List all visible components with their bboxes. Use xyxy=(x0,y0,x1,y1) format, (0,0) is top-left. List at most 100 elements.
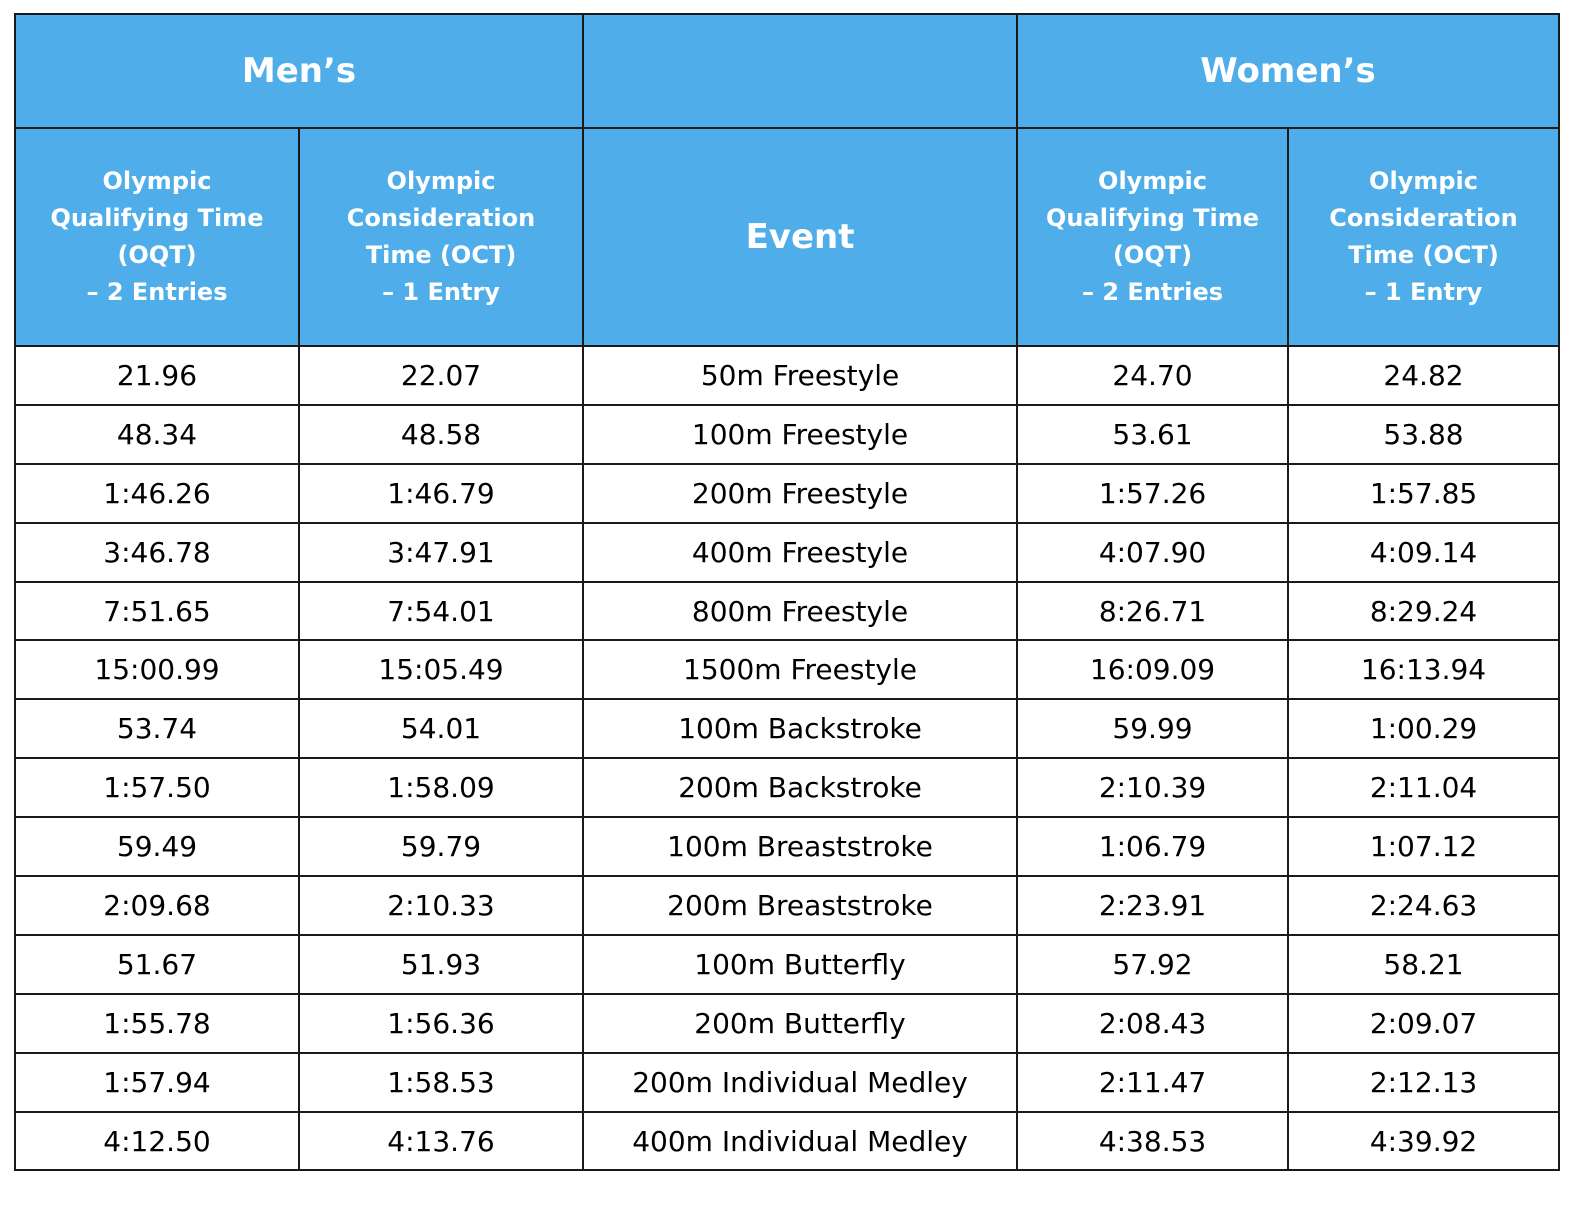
header-line: – 1 Entry xyxy=(1364,278,1483,306)
women-oqt-cell: 8:26.71 xyxy=(1016,580,1290,642)
event-cell: 400m Freestyle xyxy=(582,521,1019,583)
table-row: 48.34 48.58 100m Freestyle 53.61 53.88 xyxy=(14,403,1561,465)
men-oct-header: Olympic Consideration Time (OCT) – 1 Ent… xyxy=(297,127,585,347)
header-line: Time (OCT) xyxy=(1348,241,1499,269)
men-oct-cell: 22.07 xyxy=(297,345,585,406)
event-cell: 200m Freestyle xyxy=(582,462,1019,524)
women-oct-cell: 24.82 xyxy=(1287,345,1561,406)
women-oqt-cell: 24.70 xyxy=(1016,345,1290,406)
event-group-header xyxy=(582,13,1019,129)
women-oqt-cell: 53.61 xyxy=(1016,403,1290,465)
women-oct-cell: 16:13.94 xyxy=(1287,639,1561,701)
men-oqt-cell: 1:57.50 xyxy=(14,757,300,819)
men-oct-cell: 3:47.91 xyxy=(297,521,585,583)
header-line: – 2 Entries xyxy=(1082,278,1224,306)
women-oct-header: Olympic Consideration Time (OCT) – 1 Ent… xyxy=(1287,127,1561,347)
men-oct-cell: 48.58 xyxy=(297,403,585,465)
event-cell: 100m Butterfly xyxy=(582,933,1019,995)
women-oct-cell: 8:29.24 xyxy=(1287,580,1561,642)
qualifying-times-table: Men’s Women’s Olympic Qualifying Time (O… xyxy=(13,13,1561,1172)
table-row: 3:46.78 3:47.91 400m Freestyle 4:07.90 4… xyxy=(14,521,1561,583)
women-oqt-cell: 1:06.79 xyxy=(1016,816,1290,878)
women-oqt-cell: 1:57.26 xyxy=(1016,462,1290,524)
women-oct-cell: 2:24.63 xyxy=(1287,875,1561,936)
men-oct-cell: 51.93 xyxy=(297,933,585,995)
event-cell: 100m Backstroke xyxy=(582,698,1019,760)
event-header: Event xyxy=(582,127,1019,347)
women-oqt-cell: 59.99 xyxy=(1016,698,1290,760)
men-oqt-cell: 3:46.78 xyxy=(14,521,300,583)
women-oct-cell: 2:09.07 xyxy=(1287,992,1561,1054)
table-header: Men’s Women’s Olympic Qualifying Time (O… xyxy=(13,13,1561,347)
header-line: – 2 Entries xyxy=(86,278,228,306)
group-header-row: Men’s Women’s xyxy=(13,13,1561,129)
table-body: 21.96 22.07 50m Freestyle 24.70 24.82 48… xyxy=(14,345,1561,1172)
women-oct-cell: 1:00.29 xyxy=(1287,698,1561,760)
event-cell: 200m Individual Medley xyxy=(582,1051,1019,1113)
header-line: (OQT) xyxy=(1112,241,1193,269)
men-oqt-cell: 2:09.68 xyxy=(14,875,300,936)
men-oct-cell: 4:13.76 xyxy=(297,1110,585,1172)
women-oqt-header: Olympic Qualifying Time (OQT) – 2 Entrie… xyxy=(1016,127,1290,347)
event-cell: 100m Freestyle xyxy=(582,403,1019,465)
event-cell: 1500m Freestyle xyxy=(582,639,1019,701)
header-line: Olympic xyxy=(386,167,496,195)
women-oqt-cell: 4:07.90 xyxy=(1016,521,1290,583)
women-oqt-cell: 2:11.47 xyxy=(1016,1051,1290,1113)
header-line: Qualifying Time xyxy=(50,204,264,232)
women-oqt-cell: 16:09.09 xyxy=(1016,639,1290,701)
table-row: 2:09.68 2:10.33 200m Breaststroke 2:23.9… xyxy=(14,875,1561,936)
table-row: 53.74 54.01 100m Backstroke 59.99 1:00.2… xyxy=(14,698,1561,760)
men-oct-cell: 1:58.53 xyxy=(297,1051,585,1113)
event-cell: 50m Freestyle xyxy=(582,345,1019,406)
header-line: Olympic xyxy=(102,167,212,195)
header-line: Qualifying Time xyxy=(1046,204,1259,232)
mens-header: Men’s xyxy=(13,13,585,129)
men-oct-cell: 15:05.49 xyxy=(297,639,585,701)
women-oct-cell: 4:39.92 xyxy=(1287,1110,1561,1172)
table-row: 21.96 22.07 50m Freestyle 24.70 24.82 xyxy=(14,345,1561,406)
header-line: Consideration xyxy=(346,204,536,232)
table-row: 1:55.78 1:56.36 200m Butterfly 2:08.43 2… xyxy=(14,992,1561,1054)
event-cell: 200m Backstroke xyxy=(582,757,1019,819)
men-oqt-cell: 1:57.94 xyxy=(14,1051,300,1113)
women-oqt-cell: 4:38.53 xyxy=(1016,1110,1290,1172)
women-oqt-cell: 2:23.91 xyxy=(1016,875,1290,936)
men-oqt-cell: 1:46.26 xyxy=(14,462,300,524)
men-oct-cell: 54.01 xyxy=(297,698,585,760)
men-oct-cell: 1:46.79 xyxy=(297,462,585,524)
table-row: 1:57.94 1:58.53 200m Individual Medley 2… xyxy=(14,1051,1561,1113)
table-row: 1:46.26 1:46.79 200m Freestyle 1:57.26 1… xyxy=(14,462,1561,524)
header-line: Time (OCT) xyxy=(365,241,517,269)
event-cell: 100m Breaststroke xyxy=(582,816,1019,878)
event-cell: 400m Individual Medley xyxy=(582,1110,1019,1172)
womens-header: Women’s xyxy=(1016,13,1561,129)
women-oct-cell: 1:57.85 xyxy=(1287,462,1561,524)
table-row: 51.67 51.93 100m Butterfly 57.92 58.21 xyxy=(14,933,1561,995)
header-line: (OQT) xyxy=(117,241,197,269)
men-oct-cell: 59.79 xyxy=(297,816,585,878)
women-oct-cell: 1:07.12 xyxy=(1287,816,1561,878)
table-row: 4:12.50 4:13.76 400m Individual Medley 4… xyxy=(14,1110,1561,1172)
men-oqt-cell: 15:00.99 xyxy=(14,639,300,701)
header-line: Olympic xyxy=(1098,167,1207,195)
header-line: Olympic xyxy=(1369,167,1478,195)
table-row: 1:57.50 1:58.09 200m Backstroke 2:10.39 … xyxy=(14,757,1561,819)
header-line: – 1 Entry xyxy=(382,278,500,306)
header-line: Consideration xyxy=(1329,204,1518,232)
women-oqt-cell: 57.92 xyxy=(1016,933,1290,995)
men-oqt-cell: 4:12.50 xyxy=(14,1110,300,1172)
men-oct-cell: 1:58.09 xyxy=(297,757,585,819)
women-oct-cell: 4:09.14 xyxy=(1287,521,1561,583)
women-oqt-cell: 2:08.43 xyxy=(1016,992,1290,1054)
men-oqt-cell: 59.49 xyxy=(14,816,300,878)
table-row: 59.49 59.79 100m Breaststroke 1:06.79 1:… xyxy=(14,816,1561,878)
women-oct-cell: 53.88 xyxy=(1287,403,1561,465)
women-oct-cell: 58.21 xyxy=(1287,933,1561,995)
men-oct-cell: 1:56.36 xyxy=(297,992,585,1054)
men-oqt-cell: 1:55.78 xyxy=(14,992,300,1054)
men-oqt-header: Olympic Qualifying Time (OQT) – 2 Entrie… xyxy=(14,127,300,347)
event-cell: 200m Butterfly xyxy=(582,992,1019,1054)
event-cell: 200m Breaststroke xyxy=(582,875,1019,936)
event-cell: 800m Freestyle xyxy=(582,580,1019,642)
